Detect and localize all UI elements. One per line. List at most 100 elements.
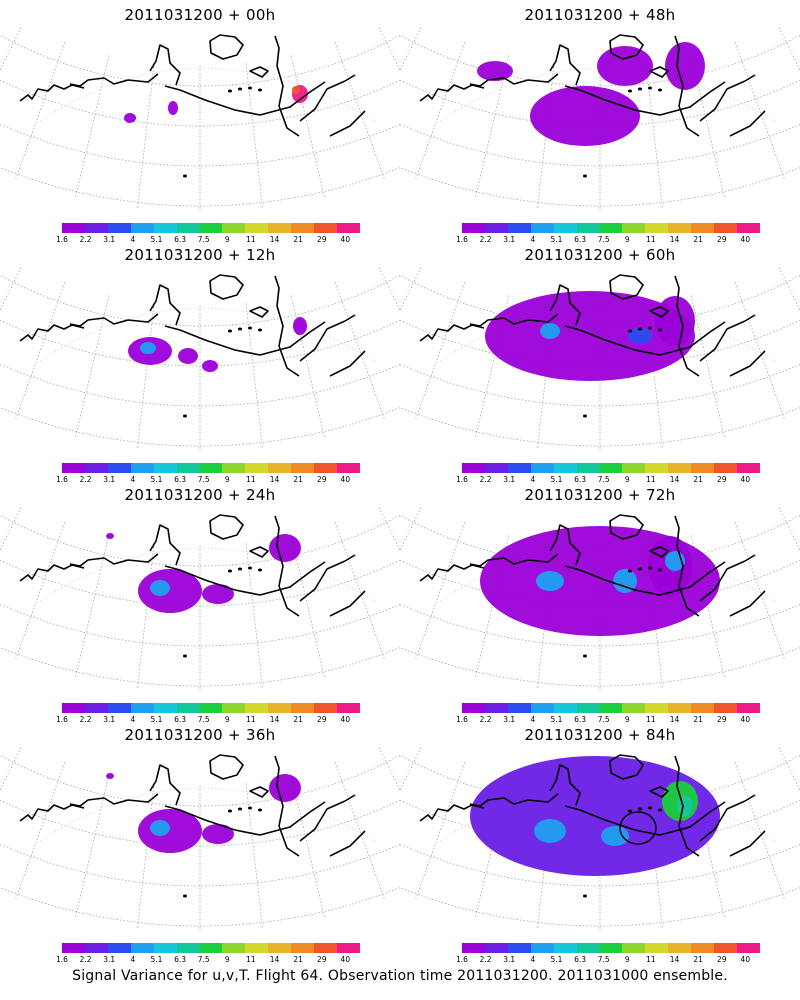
island — [658, 88, 662, 92]
meridian-gridline — [400, 266, 423, 311]
colorbar-swatch — [176, 943, 200, 953]
colorbar-swatch — [553, 463, 577, 473]
colorbar-tick-label: 9 — [224, 715, 230, 724]
island — [583, 894, 587, 898]
variance-region — [530, 86, 640, 146]
meridian-gridline — [334, 762, 385, 900]
colorbar-swatch — [507, 943, 531, 953]
colorbar-tick-label: 2.2 — [479, 475, 492, 484]
colorbar-swatch — [314, 463, 338, 473]
island — [638, 87, 642, 91]
colorbar-tick-label: 9 — [624, 955, 630, 964]
colorbar-tick-label: 3.1 — [503, 715, 516, 724]
colorbar-swatch — [622, 223, 646, 233]
meridian-gridline — [734, 762, 785, 900]
colorbar-tick-label: 2.2 — [79, 955, 92, 964]
colorbar-swatch — [622, 943, 646, 953]
colorbar-tick-label: 7.5 — [197, 715, 210, 724]
variance-region — [202, 584, 234, 604]
colorbar-tick-label: 40 — [340, 715, 351, 724]
meridian-gridline — [75, 295, 110, 437]
colorbar-swatch — [268, 703, 292, 713]
meridian-gridline — [415, 42, 466, 180]
meridian-gridline — [734, 42, 785, 180]
variance-region — [536, 571, 564, 591]
colorbar-tick-label: 5.1 — [150, 235, 163, 244]
colorbar-tick-label: 14 — [269, 235, 280, 244]
colorbar-tick-label: 40 — [340, 235, 351, 244]
colorbar-tick-label: 11 — [246, 475, 256, 484]
colorbar-swatch — [645, 463, 669, 473]
meridian-gridline — [734, 522, 785, 660]
colorbar-tick-label: 6.3 — [574, 955, 587, 964]
variance-region — [597, 46, 653, 86]
colorbar-tick-label: 7.5 — [197, 475, 210, 484]
meridian-gridline — [334, 42, 385, 180]
colorbar-swatch — [268, 943, 292, 953]
colorbar-swatch — [84, 463, 108, 473]
island — [648, 326, 652, 330]
colorbar-tick-label: 4 — [530, 475, 536, 484]
island — [648, 806, 652, 810]
coastline — [649, 786, 669, 798]
island — [628, 569, 632, 573]
colorbar-tick-label: 7.5 — [197, 235, 210, 244]
colorbar-swatch — [599, 463, 623, 473]
colorbar-tick-label: 5.1 — [150, 955, 163, 964]
colorbar-tick-label: 6.3 — [174, 715, 187, 724]
island — [258, 808, 262, 812]
meridian-gridline — [0, 266, 23, 311]
colorbar-labels: 1.6 2.2 3.1 4 5.1 6.3 7.5 9 11 14 21 29 40 — [52, 955, 372, 965]
variance-region — [485, 291, 695, 381]
variance-region — [140, 342, 156, 354]
polar-map — [400, 266, 800, 451]
colorbar-tick-label: 7.5 — [597, 475, 610, 484]
meridian-gridline — [415, 282, 466, 420]
coastline — [674, 515, 700, 617]
colorbar-tick-label: 2.2 — [79, 715, 92, 724]
figure-caption: Signal Variance for u,v,T. Flight 64. Ob… — [72, 968, 728, 984]
colorbar-tick-label: 3.1 — [503, 235, 516, 244]
colorbar-tick-label: 40 — [340, 475, 351, 484]
colorbar-swatch — [530, 943, 554, 953]
colorbar-swatch — [645, 943, 669, 953]
island — [248, 806, 252, 810]
coastline — [164, 561, 326, 596]
colorbar-swatch — [576, 463, 600, 473]
colorbar — [462, 703, 760, 713]
coastline — [249, 306, 269, 318]
colorbar-swatch — [245, 463, 269, 473]
island — [183, 174, 187, 178]
polar-map — [0, 266, 400, 451]
colorbar-tick-label: 3.1 — [503, 475, 516, 484]
coastline — [249, 66, 269, 78]
colorbar-tick-label: 5.1 — [550, 715, 563, 724]
colorbar-swatch — [668, 463, 692, 473]
coastline — [469, 313, 559, 327]
colorbar-tick-label: 3.1 — [103, 475, 116, 484]
coastline — [149, 284, 181, 326]
colorbar-tick-label: 1.6 — [456, 955, 468, 964]
latitude-gridline — [0, 754, 400, 807]
colorbar-tick-label: 3.1 — [103, 955, 116, 964]
colorbar-swatch — [484, 223, 508, 233]
island — [228, 89, 232, 93]
meridian-gridline — [75, 775, 110, 917]
colorbar-swatch — [622, 463, 646, 473]
colorbar-tick-label: 21 — [293, 715, 303, 724]
colorbar-swatch — [714, 463, 738, 473]
island — [238, 567, 242, 571]
island — [638, 327, 642, 331]
meridian-gridline — [415, 762, 466, 900]
colorbar-swatch — [268, 223, 292, 233]
polar-map — [0, 746, 400, 931]
colorbar-tick-label: 40 — [740, 475, 751, 484]
colorbar-labels: 1.6 2.2 3.1 4 5.1 6.3 7.5 9 11 14 21 29 40 — [452, 475, 772, 485]
colorbar-swatch — [222, 703, 246, 713]
colorbar-swatch — [530, 703, 554, 713]
colorbar-tick-label: 29 — [316, 955, 327, 964]
colorbar-tick-label: 14 — [269, 715, 280, 724]
variance-region — [178, 348, 198, 364]
meridian-gridline — [334, 282, 385, 420]
island — [183, 894, 187, 898]
